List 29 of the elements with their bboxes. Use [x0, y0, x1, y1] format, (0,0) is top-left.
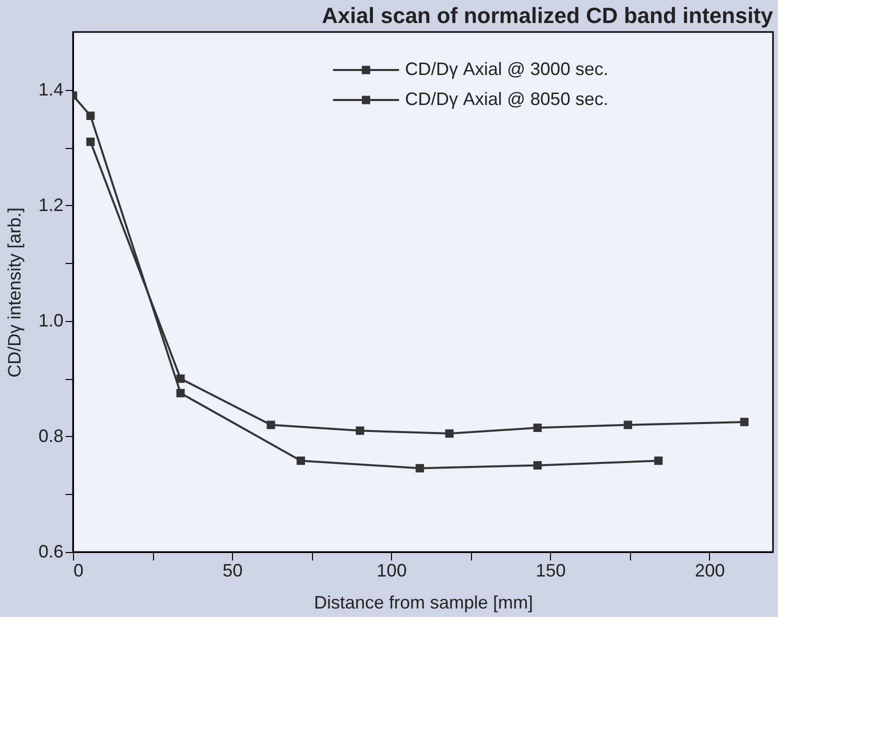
point: [176, 374, 185, 383]
x-tick-label: 100: [376, 560, 407, 580]
legend-label: CD/Dγ Axial @ 8050 sec.: [405, 89, 608, 109]
chart-title: Axial scan of normalized CD band intensity: [322, 3, 774, 28]
point: [533, 461, 542, 470]
x-tick-label: 200: [694, 560, 725, 580]
x-tick-label: 150: [536, 560, 566, 580]
point: [654, 456, 663, 465]
point: [740, 418, 749, 426]
point: [296, 456, 305, 465]
y-axis-title: CD/Dγ intensity [arb.]: [4, 207, 24, 378]
x-tick-label: 0: [74, 560, 84, 580]
point: [176, 388, 185, 398]
point: [86, 112, 95, 120]
y-tick-label: 1.0: [38, 310, 64, 330]
point: [624, 420, 632, 430]
point: [445, 429, 454, 438]
y-tick-label: 1.4: [38, 79, 64, 100]
y-tick-label: 0.6: [38, 542, 64, 562]
point: [356, 426, 364, 435]
point: [416, 464, 424, 472]
point: [266, 420, 276, 430]
legend-label: CD/Dγ Axial @ 3000 sec.: [405, 59, 608, 79]
x-tick-label: 50: [222, 560, 243, 580]
x-axis-title: Distance from sample [mm]: [314, 592, 534, 612]
y-tick-label: 1.2: [38, 194, 64, 215]
point: [533, 424, 542, 432]
point: [86, 138, 95, 146]
y-tick-label: 0.8: [38, 426, 64, 446]
